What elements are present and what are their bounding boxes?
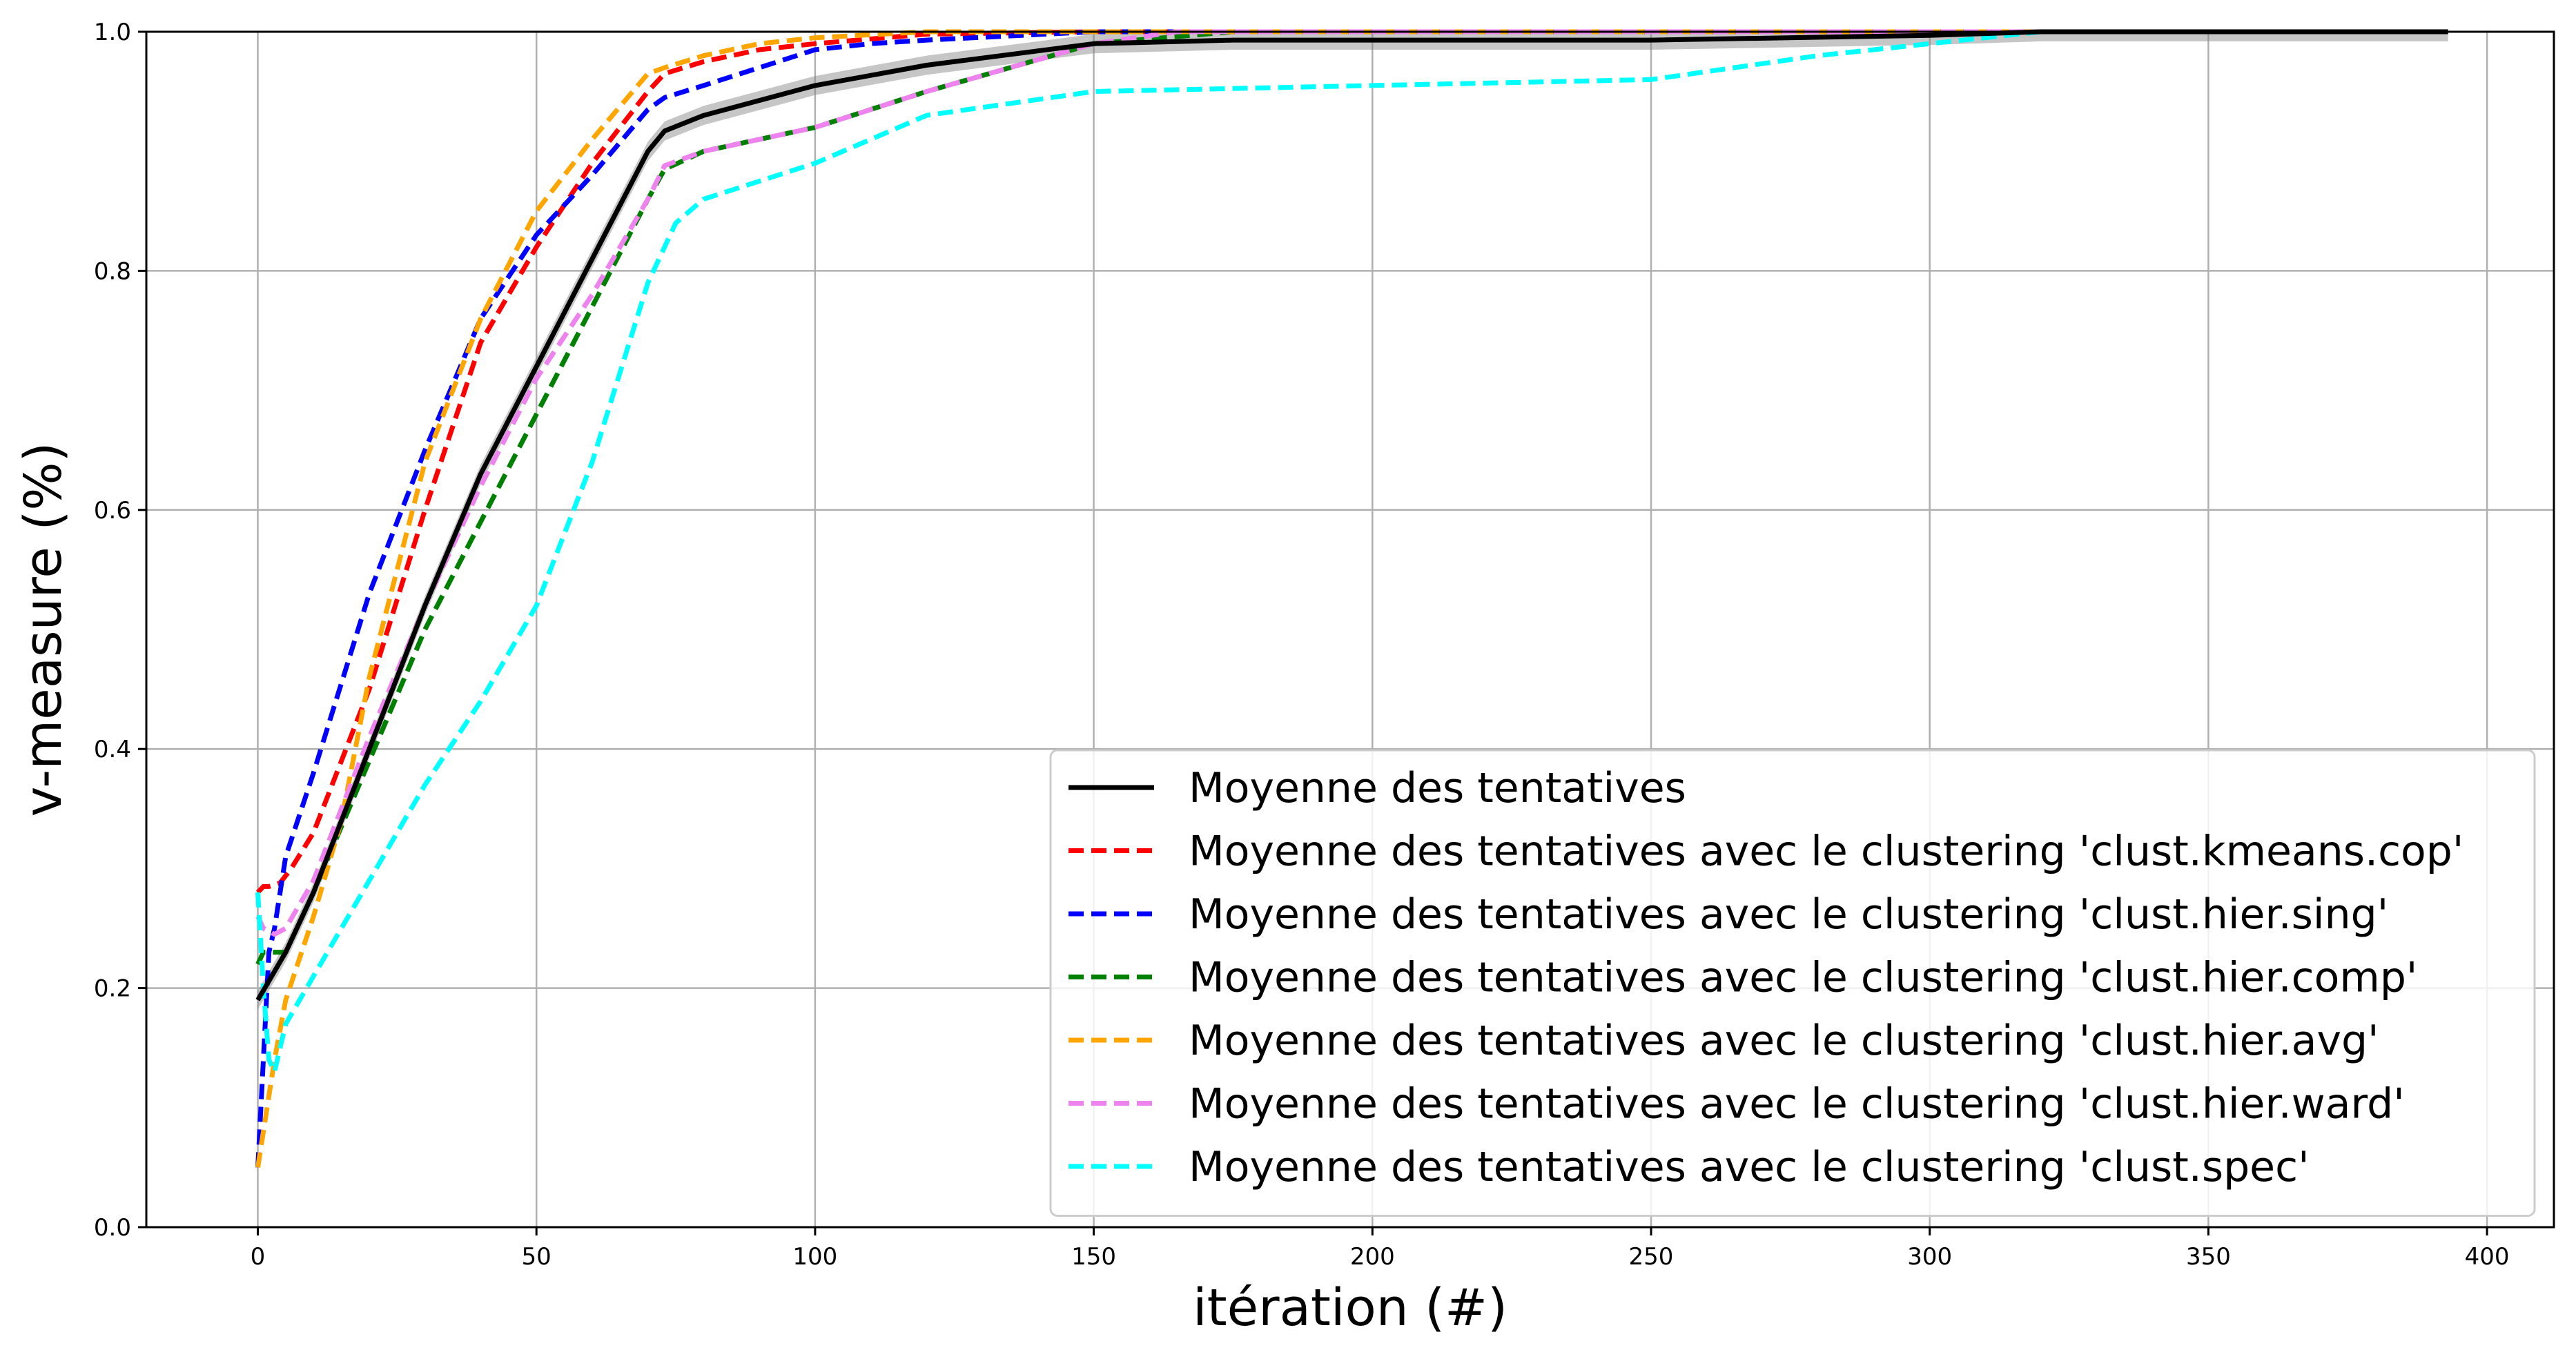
ticks: 0 50 100 150 200 250 300 350 400 0.0 0.2 0.4 0.6 0.8 1… [94, 19, 2510, 1271]
legend: Moyenne des tentatives Moyenne des tentat… [1049, 749, 2536, 1217]
y-tick-label: 0.8 [94, 257, 131, 285]
legend-entry: Moyenne des tentatives avec le clusterin… [1189, 954, 2417, 1002]
legend-box [1049, 749, 2536, 1217]
series-line-0 [255, 29, 2448, 1001]
legend-entry: Moyenne des tentatives avec le clusterin… [1189, 1017, 2379, 1065]
x-tick-label: 300 [1907, 1243, 1952, 1271]
y-tick-label: 0.6 [94, 497, 131, 525]
x-tick-label: 350 [2186, 1243, 2231, 1271]
x-tick-label: 200 [1350, 1243, 1395, 1271]
plot-frame [145, 30, 2555, 1229]
series-line-6 [255, 29, 2448, 1075]
series-line-5 [255, 29, 2448, 937]
x-axis-label: itération (#) [1193, 1278, 1507, 1338]
x-tick-label: 0 [251, 1243, 266, 1271]
legend-entry: Moyenne des tentatives avec le clusterin… [1189, 1080, 2405, 1128]
series-layer [255, 29, 2448, 1168]
x-tick-label: 100 [792, 1243, 837, 1271]
y-tick-label: 0.0 [94, 1214, 131, 1242]
x-tick-label: 400 [2465, 1243, 2510, 1271]
y-tick-label: 0.2 [94, 975, 131, 1003]
legend-entry: Moyenne des tentatives [1189, 764, 1686, 812]
series-line-4 [255, 29, 2448, 1168]
y-tick-label: 0.4 [94, 736, 131, 763]
legend-entry: Moyenne des tentatives avec le clusterin… [1189, 828, 2463, 876]
x-tick-label: 250 [1629, 1243, 1674, 1271]
x-tick-label: 50 [522, 1243, 552, 1271]
x-tick-label: 150 [1071, 1243, 1116, 1271]
legend-entry: Moyenne des tentatives avec le clusterin… [1189, 890, 2388, 939]
y-tick-label: 1.0 [94, 19, 131, 46]
legend-entry: Moyenne des tentatives avec le clusterin… [1189, 1143, 2310, 1191]
y-axis-label: v-measure (%) [14, 442, 73, 817]
